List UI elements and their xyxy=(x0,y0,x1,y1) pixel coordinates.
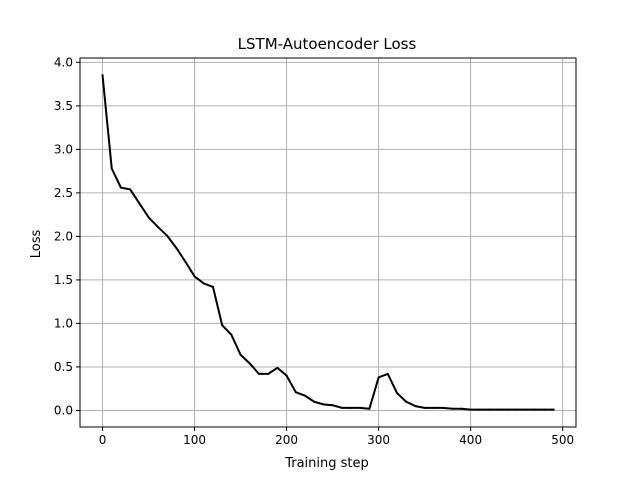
loss-data-point xyxy=(193,275,196,278)
loss-data-point xyxy=(165,234,168,237)
loss-data-point xyxy=(524,408,527,411)
loss-series-line xyxy=(101,74,555,411)
loss-data-point xyxy=(303,394,306,397)
loss-data-point xyxy=(506,408,509,411)
y-tick-label: 3.0 xyxy=(54,142,73,156)
x-tick-label: 0 xyxy=(99,433,107,447)
loss-data-point xyxy=(175,246,178,249)
loss-data-point xyxy=(488,408,491,411)
x-axis-ticks: 0 100 200 300 400 500 xyxy=(99,427,574,447)
loss-data-point xyxy=(230,333,233,336)
y-tick-label: 1.0 xyxy=(54,316,73,330)
y-tick-label: 3.5 xyxy=(54,99,73,113)
loss-data-point xyxy=(294,391,297,394)
x-tick-label: 400 xyxy=(459,433,482,447)
loss-data-point xyxy=(368,407,371,410)
y-tick-label: 2.0 xyxy=(54,229,73,243)
loss-data-point xyxy=(211,285,214,288)
loss-data-point xyxy=(184,260,187,263)
y-axis-ticks: 0.0 0.5 1.0 1.5 2.0 2.5 3.0 3.5 4.0 xyxy=(54,55,80,417)
loss-data-point xyxy=(451,407,454,410)
loss-data-point xyxy=(322,403,325,406)
grid xyxy=(80,58,576,427)
x-tick-label: 200 xyxy=(275,433,298,447)
loss-data-point xyxy=(423,406,426,409)
x-tick-label: 100 xyxy=(183,433,206,447)
y-tick-label: 0.5 xyxy=(54,360,73,374)
loss-data-point xyxy=(534,408,537,411)
loss-data-point xyxy=(248,362,251,365)
loss-data-point xyxy=(350,406,353,409)
loss-data-point xyxy=(119,186,122,189)
chart-title: LSTM-Autoencoder Loss xyxy=(238,35,417,53)
loss-data-point xyxy=(129,188,132,191)
loss-data-point xyxy=(285,374,288,377)
loss-data-point xyxy=(147,216,150,219)
loss-data-point xyxy=(276,366,279,369)
loss-data-point xyxy=(359,406,362,409)
loss-data-point xyxy=(138,202,141,205)
loss-data-point xyxy=(469,408,472,411)
x-tick-label: 500 xyxy=(551,433,574,447)
loss-data-point xyxy=(497,408,500,411)
loss-data-point xyxy=(267,372,270,375)
y-tick-label: 4.0 xyxy=(54,55,73,69)
loss-data-point xyxy=(386,372,389,375)
plot-frame xyxy=(79,57,577,428)
loss-data-point xyxy=(460,407,463,410)
y-tick-label: 2.5 xyxy=(54,186,73,200)
loss-data-point xyxy=(239,353,242,356)
loss-data-point xyxy=(432,406,435,409)
loss-data-point xyxy=(552,408,555,411)
loss-data-point xyxy=(396,392,399,395)
loss-data-point xyxy=(340,406,343,409)
y-tick-label: 0.0 xyxy=(54,403,73,417)
loss-data-point xyxy=(110,167,113,170)
loss-data-point xyxy=(478,408,481,411)
y-axis-label: Loss xyxy=(29,230,44,259)
series-layer xyxy=(101,74,555,411)
y-tick-label: 1.5 xyxy=(54,273,73,287)
loss-data-point xyxy=(414,405,417,408)
loss-data-point xyxy=(377,376,380,379)
loss-data-point xyxy=(442,406,445,409)
loss-data-point xyxy=(331,404,334,407)
x-tick-label: 300 xyxy=(367,433,390,447)
loss-data-point xyxy=(156,225,159,228)
loss-data-point xyxy=(202,282,205,285)
loss-data-point xyxy=(515,408,518,411)
x-axis-label: Training step xyxy=(284,456,369,471)
loss-data-point xyxy=(101,74,104,77)
loss-data-point xyxy=(257,372,260,375)
loss-data-point xyxy=(313,400,316,403)
loss-data-point xyxy=(221,324,224,327)
loss-data-point xyxy=(543,408,546,411)
loss-data-point xyxy=(405,400,408,403)
